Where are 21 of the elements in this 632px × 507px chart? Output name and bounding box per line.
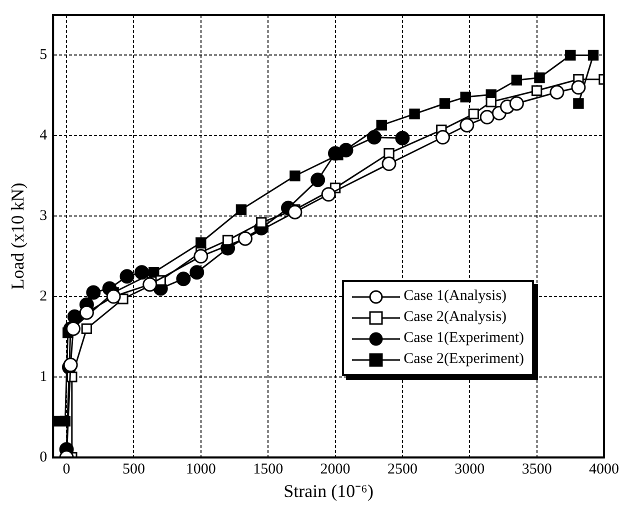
- y-tick-label: 3: [40, 208, 48, 224]
- x-tick-label: 500: [122, 461, 145, 478]
- x-tick-label: 2500: [387, 461, 418, 478]
- y-tick-label: 4: [40, 128, 48, 144]
- x-tick-label: 2000: [320, 461, 350, 478]
- y-tick-label: 2: [40, 288, 48, 304]
- legend-label: Case 2(Analysis): [404, 309, 507, 326]
- x-tick-label: 0: [62, 461, 70, 478]
- x-tick-label: 1000: [186, 461, 216, 478]
- legend-label: Case 1(Analysis): [404, 288, 507, 306]
- x-tick-label: 3000: [454, 461, 485, 478]
- y-tick-label: 1: [40, 368, 48, 385]
- y-tick-label: 0: [40, 449, 48, 466]
- x-tick-label: 4000: [589, 461, 619, 478]
- x-axis-title: Strain (10⁻⁶): [284, 480, 374, 501]
- legend-label: Case 2(Experiment): [404, 351, 524, 368]
- y-tick-label: 5: [40, 47, 48, 64]
- y-axis-title: Load (x10 kN): [8, 182, 28, 290]
- x-tick-label: 1500: [253, 461, 284, 478]
- x-tick-label: 3500: [522, 461, 552, 478]
- legend-label: Case 1(Experiment): [404, 330, 524, 348]
